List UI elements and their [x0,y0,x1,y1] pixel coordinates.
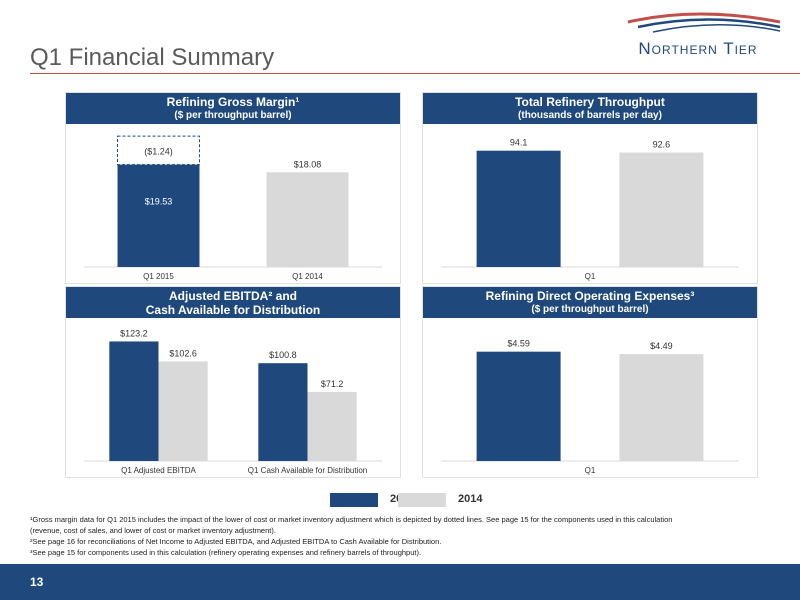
bar [109,341,159,461]
footnote-3: ³See page 15 for components used in this… [30,548,422,557]
category-label: Q1 Adjusted EBITDA [121,466,196,475]
bar [476,351,561,461]
footer-bar: 13 [0,564,800,600]
data-label: 92.6 [653,140,671,150]
throughput-chart: 94.1 92.6 Q1 [441,138,739,281]
chart-subtitle: Cash Available for Distribution [145,303,321,317]
chart-subtitle: ($ per throughput barrel) [531,304,649,315]
panel-header: Refining Direct Operating Expenses³ ($ p… [423,287,757,318]
chart-title: Refining Direct Operating Expenses³ [485,289,695,303]
ebitda-panel: Adjusted EBITDA² and Cash Available for … [65,286,401,478]
data-label: $102.6 [169,348,197,358]
panel-header: Refining Gross Margin¹ ($ per throughput… [66,93,400,124]
chart-subtitle: ($ per throughput barrel) [174,110,292,121]
page-number: 13 [30,575,44,589]
legend-swatch [398,493,446,507]
data-label: $71.2 [321,379,344,389]
data-label: $123.2 [120,328,148,338]
logo-swoosh-2 [637,18,781,29]
title-divider [30,73,800,74]
throughput-panel: Total Refinery Throughput (thousands of … [422,92,758,284]
chart-title: Refining Gross Margin¹ [166,95,300,109]
logo-swoosh-3 [652,24,781,33]
data-label: $4.59 [507,339,530,349]
logo-wordmark: Northern Tier [638,39,757,58]
operating-expenses-chart: $4.59 $4.49 Q1 [441,339,739,475]
adjustment-label: ($1.24) [144,146,173,156]
data-label: 94.1 [510,138,528,148]
logo-swoosh [627,12,781,24]
panel-header: Total Refinery Throughput (thousands of … [423,93,757,124]
category-label: Q1 Cash Available for Distribution [248,466,367,475]
bar [307,391,357,461]
legend-swatch [330,493,378,507]
gross-margin-panel: Refining Gross Margin¹ ($ per throughput… [65,92,401,284]
legend-label: 2014 [458,493,483,505]
category-label: Q1 2015 [143,272,174,281]
category-label: Q1 [585,466,596,475]
bar [258,363,308,461]
bar [117,164,200,267]
page-title: Q1 Financial Summary [30,44,275,71]
footnotes: ¹Gross margin data for Q1 2015 includes … [30,514,770,558]
bar [476,150,561,267]
bar [158,361,208,461]
footnote-2: ²See page 16 for reconciliations of Net … [30,537,442,546]
chart-subtitle: (thousands of barrels per day) [518,110,662,121]
northern-tier-logo: Northern Tier [627,12,781,58]
bar [619,354,704,461]
chart-title: Adjusted EBITDA² and [169,289,297,303]
data-label: $18.08 [294,159,322,169]
data-label: $19.53 [145,197,173,207]
category-label: Q1 2014 [292,272,323,281]
bar [266,172,349,267]
panel-header: Adjusted EBITDA² and Cash Available for … [66,287,400,318]
footnote-1-cont: (revenue, cost of sales, and lower of co… [30,526,276,535]
operating-expenses-panel: Refining Direct Operating Expenses³ ($ p… [422,286,758,478]
ebitda-chart: $123.2 $102.6 Q1 Adjusted EBITDA $100.8 $71.… [84,328,382,475]
chart-title: Total Refinery Throughput [515,95,665,109]
footnote-1: ¹Gross margin data for Q1 2015 includes … [30,515,673,524]
data-label: $4.49 [650,341,673,351]
gross-margin-chart: ($1.24) $19.53 Q1 2015 $18.08 Q1 2014 [84,135,382,281]
lcm-adjustment-box [117,135,200,166]
category-label: Q1 [585,272,596,281]
data-label: $100.8 [269,350,297,360]
bar [619,152,704,267]
